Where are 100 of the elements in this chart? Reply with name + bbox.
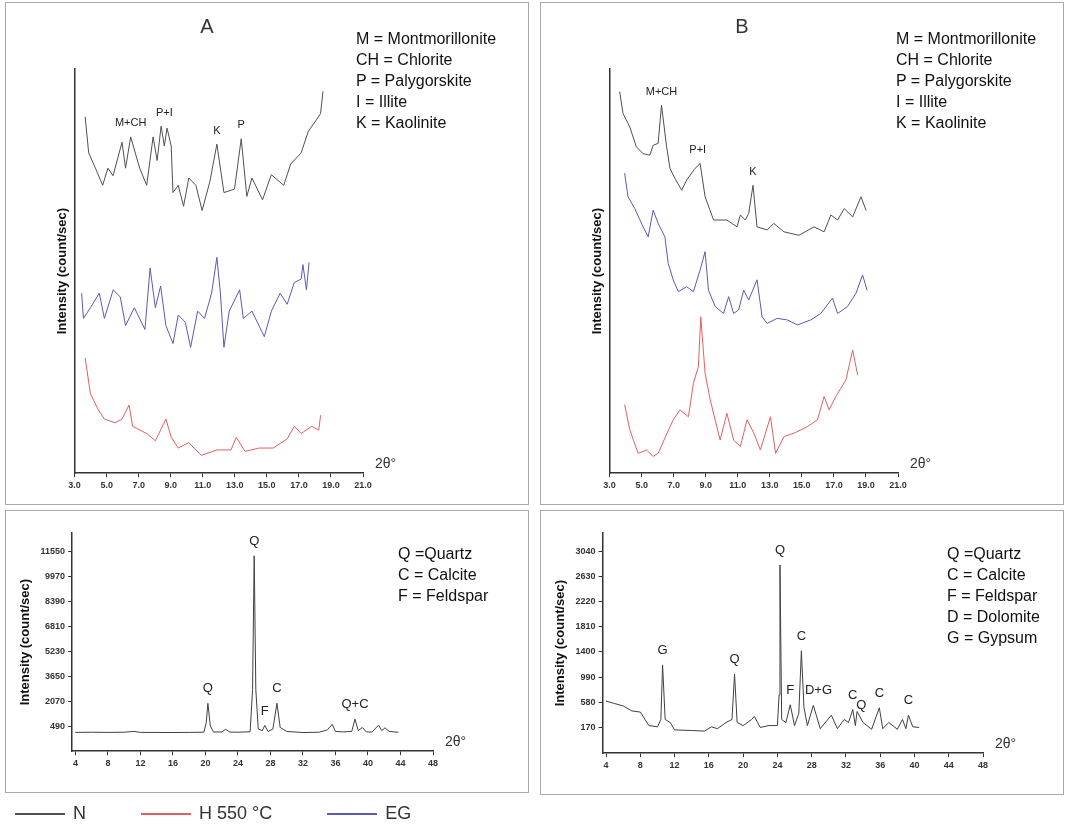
x-tick-label: 20 [200, 758, 211, 769]
annotation: Q [774, 541, 786, 557]
x-tick-label: 17.0 [290, 480, 308, 491]
y-tick-label: 2070 [45, 695, 66, 706]
x-tick-label: 32 [840, 760, 851, 771]
chart-title: A [200, 14, 215, 37]
annotation: C = Calcite [947, 565, 1027, 585]
y-tick-label: 580 [580, 696, 596, 707]
x-tick-label: 9.0 [699, 480, 712, 491]
y-tick-label: 3040 [575, 545, 596, 556]
x-tick-label: 12 [669, 760, 680, 771]
chart-title: B [735, 14, 749, 37]
x-axis-title: 2θ° [375, 455, 397, 472]
x-tick-label: 16 [703, 760, 714, 771]
y-tick-label: 5230 [45, 645, 66, 656]
y-tick-label: 990 [580, 671, 596, 682]
x-axis-title: 2θ° [995, 735, 1017, 752]
annotation: M+CH [114, 116, 147, 129]
x-tick-label: 17.0 [825, 480, 843, 491]
y-axis-title: Intensity (count/sec) [17, 578, 33, 706]
x-tick-label: 12 [135, 758, 146, 769]
annotation: K [213, 123, 222, 136]
annotation: G [657, 641, 668, 657]
x-tick-label: 8 [637, 760, 643, 771]
annotation: P+I [155, 105, 173, 118]
annotation: P+I [689, 143, 707, 156]
y-axis-title: Intensity (count/sec) [54, 207, 70, 335]
annotation: Q =Quartz [398, 544, 474, 564]
y-tick-label: 1400 [575, 646, 596, 657]
annotation: F [260, 702, 269, 718]
annotation: C [874, 684, 885, 700]
x-tick-label: 5.0 [635, 480, 648, 491]
x-tick-label: 21.0 [889, 480, 907, 491]
x-tick-label: 13.0 [761, 480, 779, 491]
x-tick-label: 48 [427, 758, 439, 769]
x-tick-label: 3.0 [603, 480, 616, 491]
legend-label: EG [385, 803, 412, 824]
x-tick-label: 44 [395, 758, 406, 769]
x-tick-label: 4 [603, 760, 609, 771]
x-tick-label: 48 [977, 760, 989, 771]
annotation: C [903, 692, 914, 708]
annotation: I = Illite [896, 92, 949, 112]
x-tick-label: 40 [362, 758, 373, 769]
text: M = Montmorillonite [356, 29, 497, 49]
y-tick-label: 9970 [45, 570, 66, 581]
text: M = Montmorillonite [896, 29, 1037, 49]
annotation: K [749, 164, 758, 177]
annotation: G = Gypsum [947, 628, 1039, 648]
y-tick-label: 1810 [575, 621, 596, 632]
x-tick-label: 16 [167, 758, 178, 769]
x-tick-label: 11.0 [194, 480, 212, 491]
annotation: C [848, 686, 858, 702]
annotation: Q+C [341, 696, 369, 712]
annotation: K = Kaolinite [896, 113, 988, 133]
text: CH = Chlorite [896, 50, 994, 70]
text: CH = Chlorite [356, 50, 454, 70]
y-tick-label: 2220 [575, 596, 596, 607]
annotation: C [272, 680, 282, 696]
x-tick-label: 13.0 [226, 480, 244, 491]
annotation: D = Dolomite [947, 607, 1040, 627]
x-tick-label: 36 [875, 760, 886, 771]
annotation: K = Kaolinite [356, 113, 448, 133]
y-axis-title: Intensity (count/sec) [552, 579, 568, 707]
y-tick-label: 170 [580, 721, 596, 732]
x-tick-label: 19.0 [322, 480, 340, 491]
x-tick-label: 24 [772, 760, 783, 771]
annotation: Q =Quartz [947, 544, 1023, 564]
annotation: F = Feldspar [947, 586, 1039, 606]
annotation: Q [202, 680, 213, 696]
x-tick-label: 40 [909, 760, 920, 771]
x-tick-label: 21.0 [354, 480, 372, 491]
x-tick-label: 4 [72, 758, 78, 769]
annotation: Q [856, 696, 867, 712]
x-tick-label: 11.0 [729, 480, 747, 491]
x-tick-label: 9.0 [164, 480, 177, 491]
x-tick-label: 24 [232, 758, 243, 769]
annotation: I = Illite [356, 92, 409, 112]
legend-label: N [73, 803, 86, 824]
y-tick-label: 490 [50, 720, 66, 731]
x-tick-label: 28 [265, 758, 276, 769]
x-tick-label: 7.0 [667, 480, 680, 491]
y-tick-label: 3650 [45, 670, 66, 681]
annotation: F [786, 681, 795, 697]
annotation: P [237, 118, 245, 131]
x-axis-title: 2θ° [910, 455, 932, 472]
y-tick-label: 8390 [45, 595, 66, 606]
x-tick-label: 20 [738, 760, 749, 771]
annotation: C [796, 627, 807, 643]
y-axis-title: Intensity (count/sec) [589, 207, 605, 335]
y-tick-label: 6810 [45, 620, 66, 631]
x-tick-label: 15.0 [793, 480, 811, 491]
y-tick-label: 11550 [40, 545, 66, 556]
x-tick-label: 32 [297, 758, 308, 769]
x-tick-label: 15.0 [258, 480, 276, 491]
annotation: C = Calcite [398, 565, 478, 585]
x-tick-label: 8 [105, 758, 111, 769]
x-tick-label: 3.0 [68, 480, 81, 491]
y-tick-label: 2630 [575, 571, 596, 582]
annotation: M+CH [645, 84, 678, 97]
annotation: Q [729, 651, 740, 667]
